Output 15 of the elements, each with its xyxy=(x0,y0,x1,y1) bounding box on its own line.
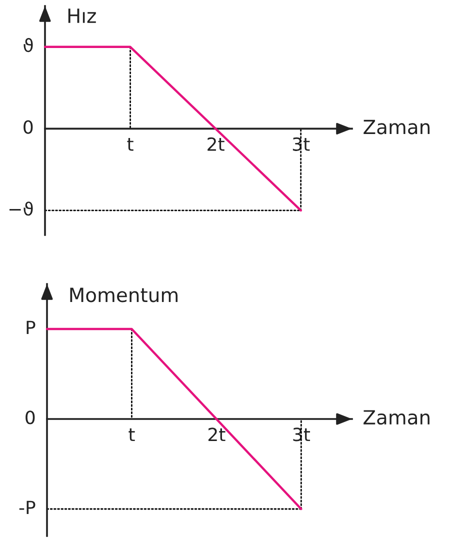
text: -P xyxy=(19,500,36,514)
text: 0 xyxy=(26,410,35,424)
text: 0 xyxy=(24,120,33,134)
y-axis-title: Hız xyxy=(68,8,96,23)
x-axis-title: Zaman xyxy=(364,410,430,425)
y-axis-title: Momentum xyxy=(70,288,178,302)
x-tick-label: 3t xyxy=(292,137,310,151)
x-tick-label: 2t xyxy=(208,137,224,151)
text: −ϑ xyxy=(9,202,33,216)
text: P xyxy=(26,320,36,334)
x-tick-label: t xyxy=(128,428,135,442)
x-axis-title: Zaman xyxy=(364,120,430,134)
x-tick-label: 2t xyxy=(208,428,226,442)
text: ϑ xyxy=(24,38,33,52)
x-tick-label: t xyxy=(127,138,134,151)
